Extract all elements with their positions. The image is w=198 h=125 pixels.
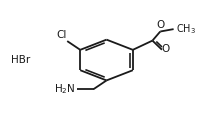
Text: Cl: Cl [56,30,66,40]
Text: H$_2$N: H$_2$N [54,82,76,96]
Text: CH$_3$: CH$_3$ [176,22,196,36]
Text: O: O [161,44,169,54]
Text: HBr: HBr [11,55,30,65]
Text: O: O [156,20,165,30]
